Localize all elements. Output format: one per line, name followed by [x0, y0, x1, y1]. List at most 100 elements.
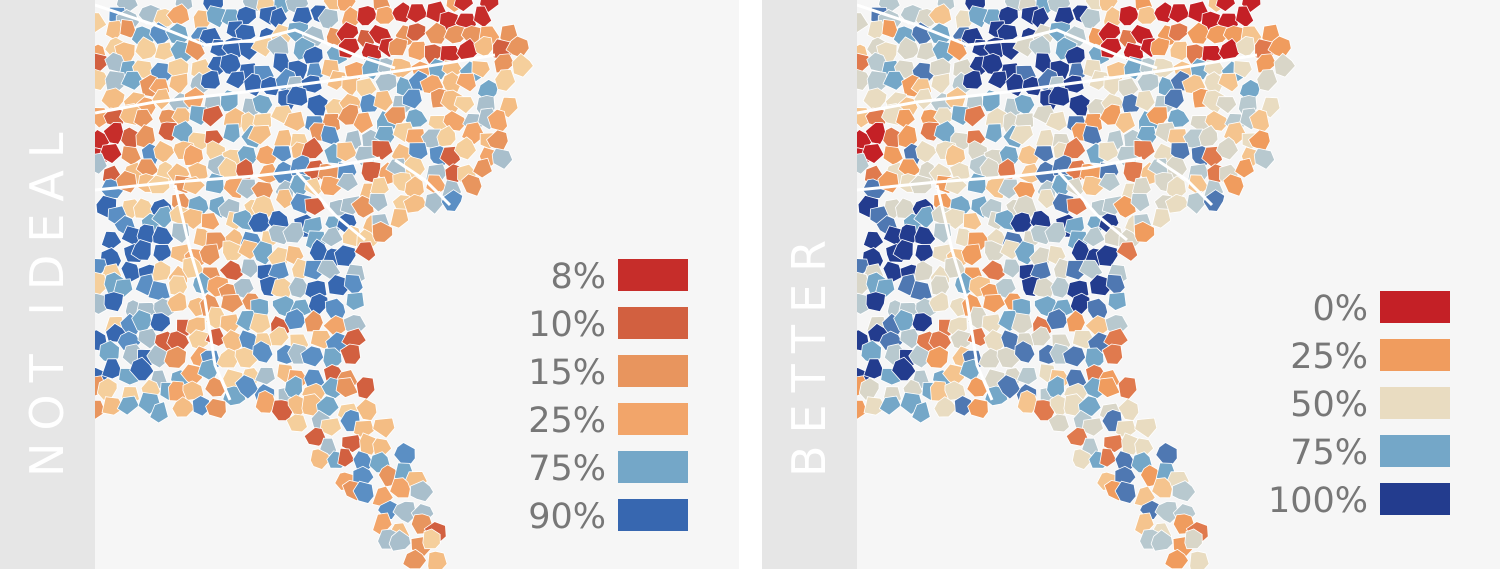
county-shape — [268, 326, 290, 347]
county-shape — [1077, 395, 1102, 417]
county-shape — [149, 312, 171, 333]
county-shape — [95, 12, 108, 34]
county-shape — [352, 480, 375, 504]
county-shape — [201, 104, 224, 128]
county-shape — [102, 121, 125, 145]
county-choropleth-map — [95, 0, 534, 569]
legend-swatch — [618, 259, 688, 291]
county-shape — [1103, 75, 1124, 97]
legend-item: 100% — [1268, 481, 1450, 521]
legend-item: 90% — [518, 497, 688, 537]
county-shape — [101, 358, 124, 380]
county-shape — [254, 366, 276, 386]
county-shape — [374, 5, 395, 25]
county-shape — [980, 259, 1006, 281]
county-shape — [252, 340, 274, 364]
county-shape — [1048, 84, 1071, 107]
county-shape — [282, 221, 305, 244]
county-shape — [389, 477, 411, 499]
county-shape — [424, 21, 449, 45]
county-shape — [1151, 208, 1172, 229]
legend-label: 100% — [1267, 481, 1368, 521]
legend-label: 75% — [1290, 433, 1368, 473]
county-shape — [234, 374, 260, 400]
county-shape — [1253, 147, 1276, 170]
county-shape — [1081, 175, 1107, 197]
panel-better: BETTER 0% 25% 50% 75% 100% — [762, 0, 1500, 569]
county-shape — [353, 241, 377, 262]
county-shape — [275, 188, 295, 210]
county-shape — [978, 347, 1001, 369]
county-shape — [1171, 480, 1196, 503]
county-shape — [494, 68, 516, 92]
legend-item: 50% — [1280, 385, 1450, 425]
state-border — [95, 156, 381, 192]
county-shape — [1014, 340, 1036, 364]
county-shape — [341, 434, 363, 454]
county-shape — [427, 550, 448, 569]
state-border — [173, 184, 232, 401]
legend-swatch — [1380, 387, 1450, 419]
county-shape — [1030, 326, 1052, 347]
legend-item: 15% — [518, 353, 688, 393]
county-shape — [191, 395, 212, 417]
county-shape — [103, 291, 124, 313]
county-shape — [116, 395, 140, 416]
county-shape — [240, 258, 260, 279]
legend-label: 75% — [528, 449, 606, 489]
county-shape — [1002, 258, 1022, 279]
county-shape — [1217, 72, 1239, 93]
county-shape — [440, 189, 464, 212]
county-shape — [300, 345, 325, 368]
county-shape — [1050, 276, 1073, 299]
county-shape — [222, 123, 241, 144]
county-shape — [962, 212, 983, 231]
county-shape — [1169, 40, 1191, 62]
county-shape — [1098, 172, 1121, 193]
legend-label: 15% — [528, 353, 606, 393]
county-shape — [304, 177, 323, 198]
county-shape — [372, 417, 396, 439]
legend-label: 10% — [528, 305, 606, 345]
county-shape — [967, 398, 989, 419]
county-shape — [100, 87, 126, 110]
county-shape — [205, 398, 227, 419]
state-border — [293, 169, 366, 242]
county-shape — [149, 401, 169, 424]
county-shape — [1150, 529, 1174, 552]
county-shape — [216, 347, 239, 369]
county-shape — [393, 442, 416, 465]
legend-swatch — [618, 355, 688, 387]
county-shape — [860, 143, 885, 164]
state-border — [857, 156, 1143, 192]
county-shape — [166, 291, 188, 313]
state-border — [95, 3, 396, 70]
county-shape — [151, 205, 175, 230]
county-shape — [402, 193, 428, 214]
county-shape — [1167, 22, 1189, 42]
county-shape — [1095, 244, 1119, 267]
county-shape — [1215, 0, 1236, 13]
county-shape — [453, 136, 477, 161]
county-shape — [392, 500, 418, 524]
county-shape — [453, 0, 474, 13]
county-shape — [387, 37, 409, 57]
county-shape — [171, 396, 196, 418]
legend-swatch — [618, 403, 688, 435]
county-shape — [355, 376, 376, 400]
legend-item: 75% — [518, 449, 688, 489]
county-shape — [1168, 3, 1191, 24]
county-shape — [119, 19, 138, 39]
state-border — [1156, 158, 1214, 207]
county-shape — [1099, 447, 1118, 468]
county-shape — [862, 87, 888, 110]
county-shape — [857, 12, 870, 34]
county-shape — [1009, 124, 1034, 146]
county-shape — [163, 345, 187, 369]
county-shape — [1118, 5, 1140, 27]
county-shape — [455, 72, 477, 93]
county-shape — [864, 121, 887, 145]
county-shape — [1149, 37, 1171, 57]
county-shape — [1071, 448, 1095, 470]
county-shape — [152, 260, 172, 282]
